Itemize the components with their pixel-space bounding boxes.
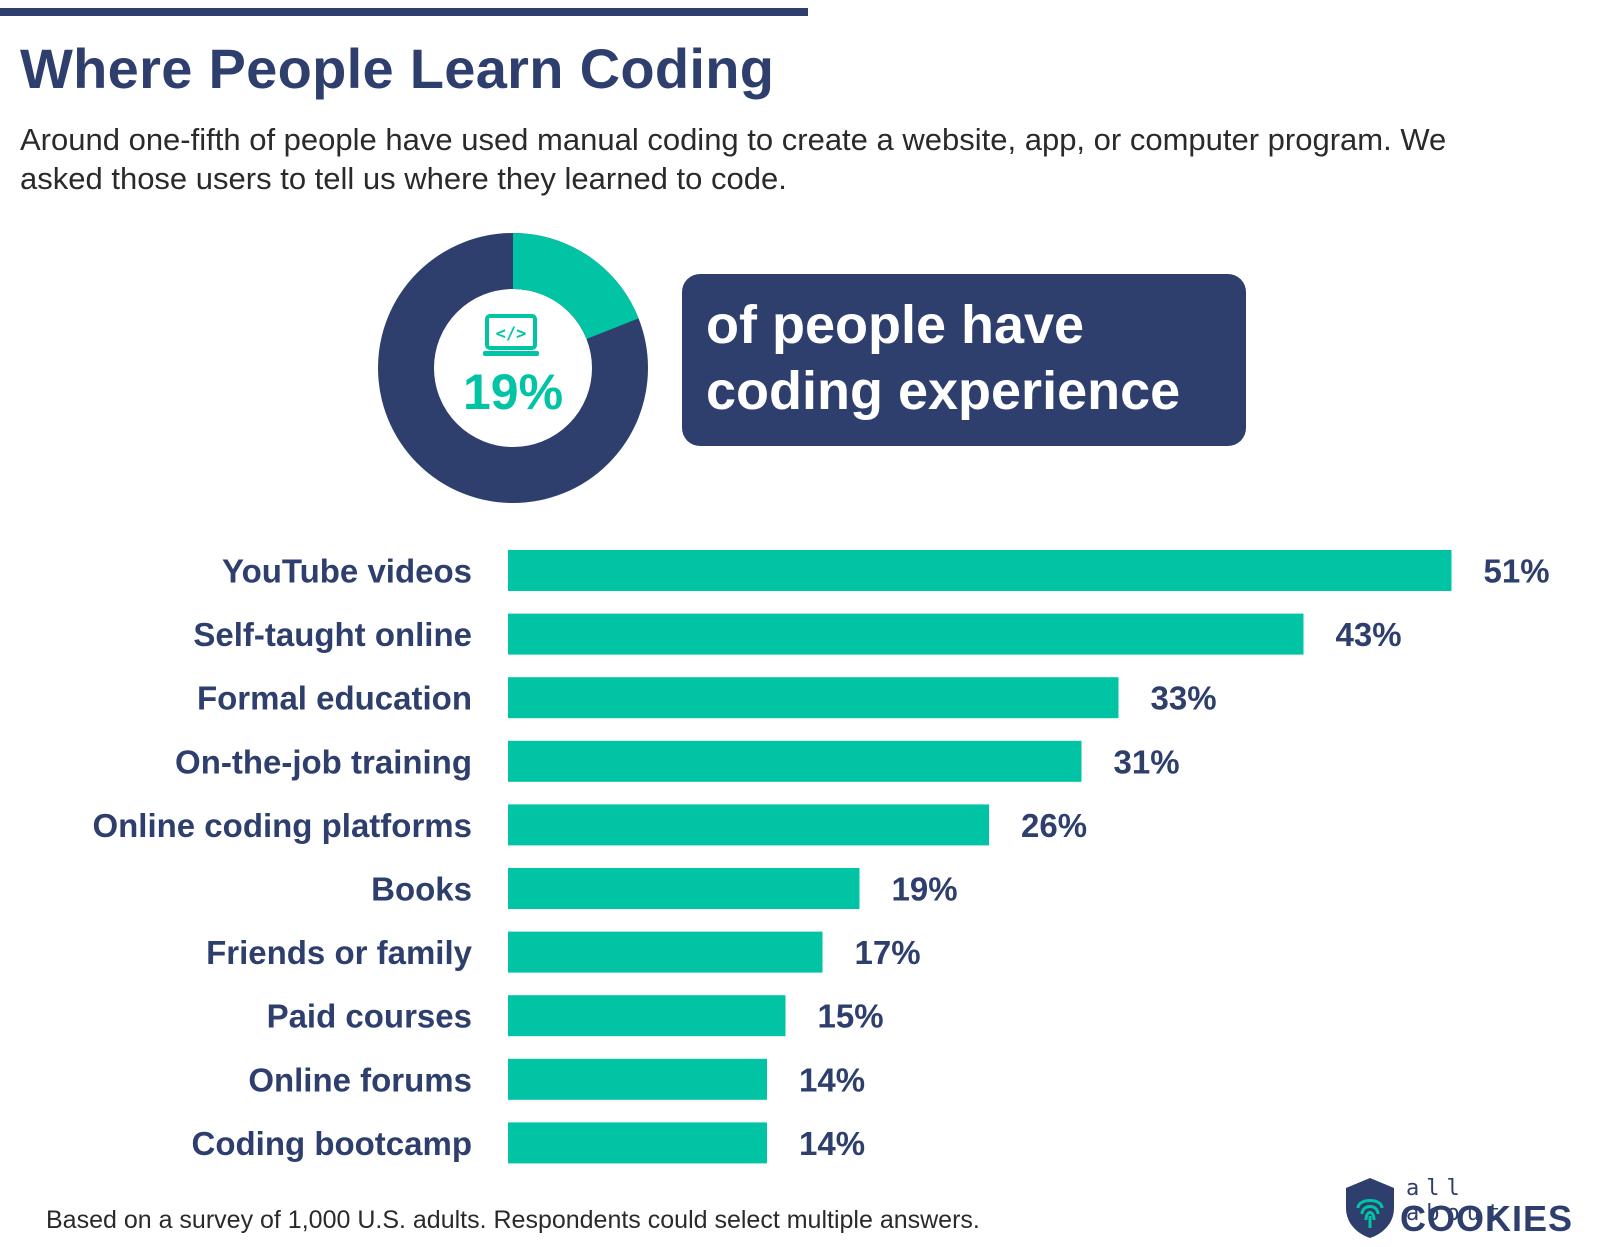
category-label: Paid courses [267, 998, 472, 1035]
category-label: Formal education [197, 680, 472, 717]
category-label: Self-taught online [193, 616, 472, 653]
bar [508, 931, 823, 973]
value-label: 43% [1336, 616, 1402, 653]
category-label: YouTube videos [222, 553, 472, 590]
bar [508, 677, 1119, 719]
bar-chart: YouTube videos 51% Self-taught online 43% Fo… [92, 550, 1550, 1164]
donut-chart: </> 19% [378, 233, 648, 503]
bar [508, 995, 786, 1037]
bar [508, 868, 860, 909]
donut-value: 19% [463, 364, 563, 420]
category-label: Friends or family [206, 934, 473, 971]
footnote: Based on a survey of 1,000 U.S. adults. … [46, 1206, 980, 1234]
logo-text-bottom: COOKIES [1400, 1198, 1574, 1239]
category-label: Online coding platforms [92, 807, 472, 844]
callout-line-2: coding experience [706, 361, 1181, 421]
logo-text-top: all about [1406, 1176, 1508, 1226]
category-label: On-the-job training [175, 743, 472, 780]
top-rule [0, 8, 808, 16]
value-label: 31% [1114, 743, 1180, 780]
category-label: Coding bootcamp [192, 1125, 472, 1162]
value-label: 14% [799, 1061, 865, 1098]
callout-box: of people have coding experience [682, 274, 1246, 446]
value-label: 15% [818, 998, 884, 1035]
category-label: Books [371, 871, 472, 908]
chart-title: Where People Learn Coding [20, 37, 775, 100]
svg-text:</>: </> [496, 324, 527, 344]
category-label: Online forums [248, 1061, 472, 1098]
bar [508, 613, 1304, 655]
brand-logo: all about COOKIES [1344, 1176, 1584, 1244]
value-label: 19% [892, 871, 958, 908]
bar [508, 740, 1082, 782]
callout-line-1: of people have [706, 295, 1085, 355]
value-label: 14% [799, 1125, 865, 1162]
bar [508, 550, 1452, 591]
donut-arc-coding [378, 233, 648, 503]
value-label: 26% [1021, 807, 1087, 844]
value-label: 33% [1151, 680, 1217, 717]
chart-subtitle: Around one-fifth of people have used man… [20, 122, 1447, 196]
value-label: 17% [855, 934, 921, 971]
shield-fingerprint-icon [1346, 1178, 1394, 1238]
value-label: 51% [1484, 553, 1550, 590]
bar [508, 1122, 767, 1164]
bar [508, 804, 989, 846]
bar [508, 1058, 767, 1100]
laptop-code-icon: </> [483, 314, 539, 356]
